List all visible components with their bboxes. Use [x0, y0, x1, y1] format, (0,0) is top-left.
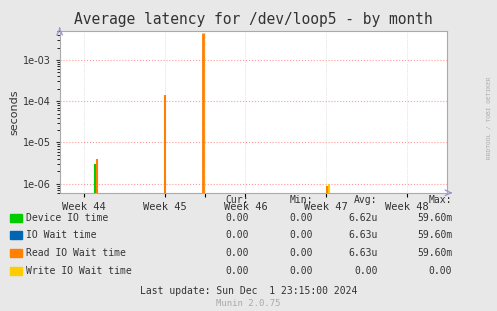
Text: Write IO Wait time: Write IO Wait time [26, 266, 132, 276]
Text: Min:: Min: [290, 195, 313, 205]
Text: Max:: Max: [429, 195, 452, 205]
Text: 0.00: 0.00 [290, 230, 313, 240]
Text: 0.00: 0.00 [429, 266, 452, 276]
Text: Last update: Sun Dec  1 23:15:00 2024: Last update: Sun Dec 1 23:15:00 2024 [140, 286, 357, 296]
Y-axis label: seconds: seconds [10, 89, 20, 135]
Text: RRDTOOL / TOBI OETIKER: RRDTOOL / TOBI OETIKER [486, 77, 491, 160]
Text: IO Wait time: IO Wait time [26, 230, 97, 240]
Text: Read IO Wait time: Read IO Wait time [26, 248, 126, 258]
Text: 59.60m: 59.60m [417, 230, 452, 240]
Text: 0.00: 0.00 [290, 248, 313, 258]
Text: 0.00: 0.00 [225, 248, 248, 258]
Text: 6.63u: 6.63u [348, 248, 378, 258]
Text: 6.63u: 6.63u [348, 230, 378, 240]
Text: 0.00: 0.00 [225, 230, 248, 240]
Text: 0.00: 0.00 [290, 213, 313, 223]
Text: 0.00: 0.00 [290, 266, 313, 276]
Text: 59.60m: 59.60m [417, 213, 452, 223]
Title: Average latency for /dev/loop5 - by month: Average latency for /dev/loop5 - by mont… [74, 12, 433, 27]
Text: 0.00: 0.00 [354, 266, 378, 276]
Text: Cur:: Cur: [225, 195, 248, 205]
Text: 59.60m: 59.60m [417, 248, 452, 258]
Text: 0.00: 0.00 [225, 213, 248, 223]
Text: 6.62u: 6.62u [348, 213, 378, 223]
Text: Device IO time: Device IO time [26, 213, 108, 223]
Text: Avg:: Avg: [354, 195, 378, 205]
Text: Munin 2.0.75: Munin 2.0.75 [216, 299, 281, 308]
Text: 0.00: 0.00 [225, 266, 248, 276]
